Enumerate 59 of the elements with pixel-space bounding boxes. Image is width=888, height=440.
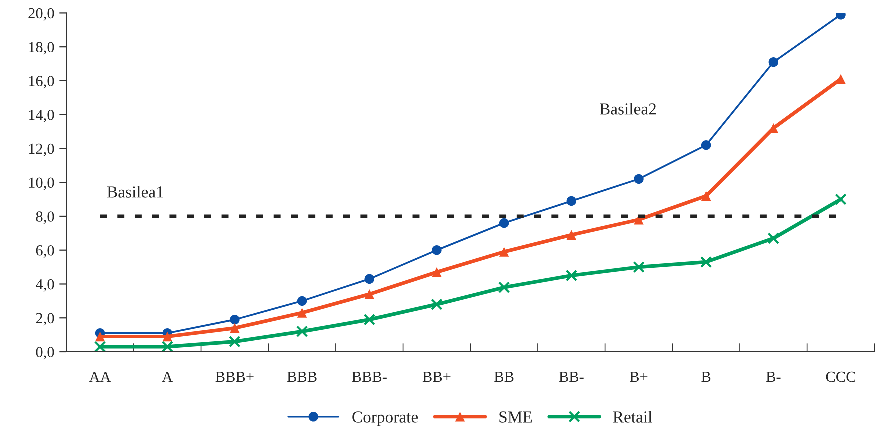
point <box>498 282 510 294</box>
y-tick-label: 0,0 <box>36 347 54 360</box>
y-tick-label: 12,0 <box>29 144 54 156</box>
y-tick-label: 2,0 <box>36 313 54 326</box>
point <box>634 174 644 184</box>
point <box>431 298 443 310</box>
point <box>432 246 442 256</box>
point <box>296 326 308 338</box>
y-tick-label: 6,0 <box>36 246 54 258</box>
y-tick-label: 16,0 <box>29 76 54 89</box>
point <box>499 218 510 228</box>
y-tick-label: 18,0 <box>29 42 54 55</box>
x-tick-label: BBB+ <box>216 372 254 382</box>
x-tick-label: BB+ <box>422 372 451 382</box>
point <box>432 268 442 278</box>
x-tick-label: BBB <box>287 372 317 382</box>
point <box>297 296 308 306</box>
point <box>230 323 240 334</box>
point <box>566 196 577 206</box>
y-tick-label: 10,0 <box>29 178 54 190</box>
legend-label: SME <box>500 412 532 423</box>
legend-label: Corporate <box>352 412 418 426</box>
point <box>633 261 645 274</box>
annotation: Basilea2 <box>600 103 656 115</box>
point <box>768 232 780 244</box>
y-tick-label: 8,0 <box>36 212 54 224</box>
legend-label: Retail <box>613 411 652 423</box>
x-tick-label: B- <box>766 372 781 382</box>
point <box>162 341 174 352</box>
x-tick-label: CCC <box>826 372 856 382</box>
x-tick-label: B+ <box>630 372 648 382</box>
point <box>364 314 376 326</box>
x-tick-label: B <box>702 372 711 382</box>
point <box>566 230 577 240</box>
point <box>229 336 241 348</box>
x-tick-label: A <box>162 372 174 382</box>
ref-line-label: Basilea1 <box>107 186 164 198</box>
point <box>700 256 712 268</box>
point <box>297 308 308 318</box>
point <box>701 191 712 202</box>
point <box>364 290 374 300</box>
point <box>95 332 106 342</box>
point <box>836 74 846 84</box>
y-tick-label: 4,0 <box>36 279 54 292</box>
point <box>230 314 240 325</box>
y-tick-label: 20,0 <box>28 8 54 21</box>
point <box>566 270 578 282</box>
x-tick-label: AA <box>89 372 112 382</box>
point <box>364 274 374 284</box>
point <box>499 247 510 257</box>
point <box>701 140 712 150</box>
x-tick-label: BBB- <box>352 372 387 382</box>
x-tick-label: BB <box>494 372 514 382</box>
point <box>768 57 779 68</box>
point <box>94 341 106 352</box>
x-tick-label: BB- <box>559 372 584 382</box>
point <box>162 332 172 342</box>
point <box>835 194 847 206</box>
y-tick-label: 14,0 <box>29 110 54 122</box>
